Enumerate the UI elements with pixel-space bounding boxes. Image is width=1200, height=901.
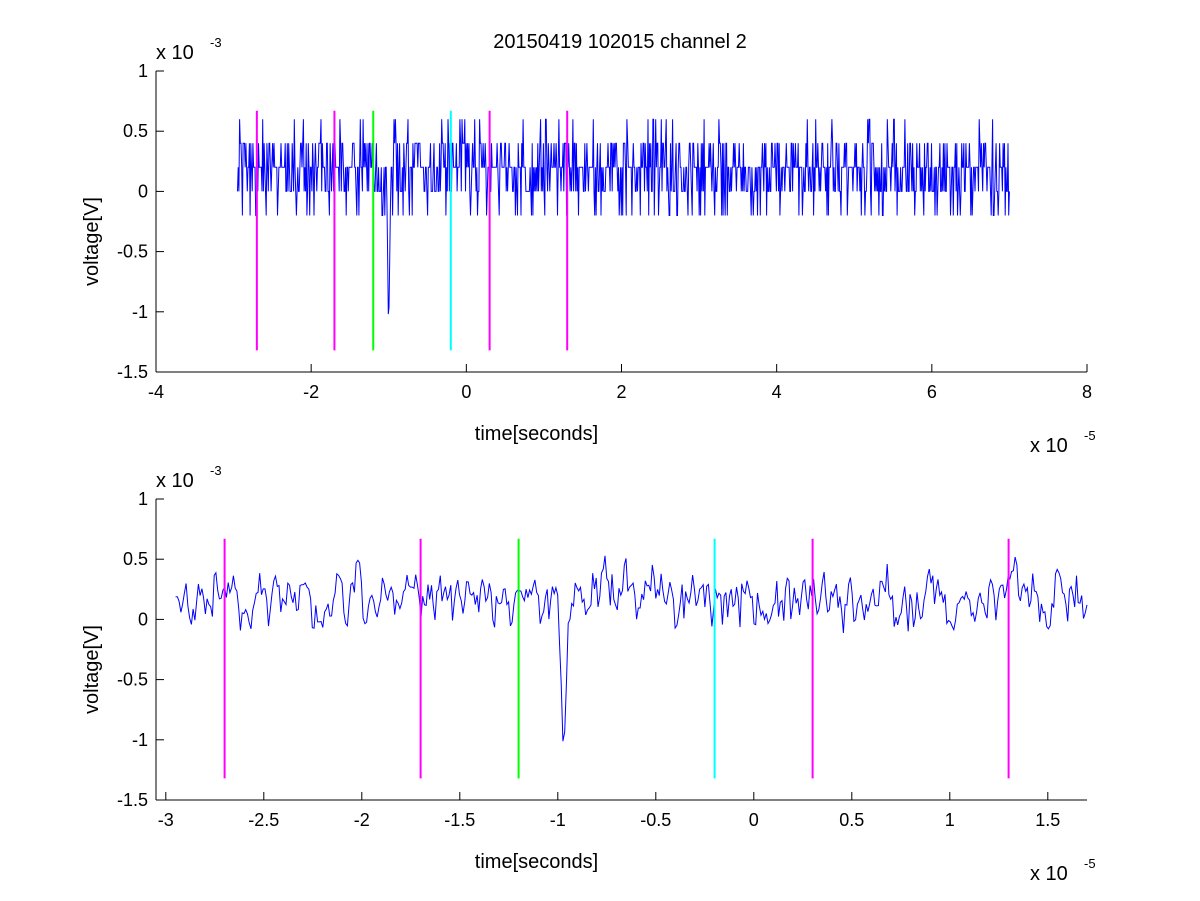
x-tick-label: -2 [303,382,319,402]
x-tick-label: 2 [616,382,626,402]
x-axis-label: time[seconds] [475,851,598,873]
x-tick-label: -2 [354,810,370,830]
x-tick-label: -2.5 [248,810,279,830]
y-exponent-label: x 10 [156,470,194,492]
x-axis-label: time[seconds] [475,423,598,445]
y-axis-label: voltage[V] [81,197,103,286]
bottom-plot: -1.5 -1 -0.5 0 0.5 1 -3 -2.5 -2 -1.5 -1 -0.5 0 0.5 1 1.… [81,463,1096,885]
y-tick-label: 0 [138,609,148,629]
x-tick-label: 4 [772,382,782,402]
y-exponent-power: -3 [210,35,222,50]
y-exponent-power: -3 [210,463,222,478]
x-exponent-label: x 10 [1030,863,1068,885]
signal-line [175,555,1088,742]
y-tick-label: -0.5 [117,670,148,690]
x-tick-label: 0.5 [839,810,864,830]
y-tick-label: -1 [132,730,148,750]
y-tick-label: 1 [138,489,148,509]
y-tick-label: 0.5 [123,549,148,569]
x-tick-label: -3 [158,810,174,830]
x-tick-label: 1 [945,810,955,830]
x-tick-label: 6 [927,382,937,402]
x-tick-label: -4 [148,382,164,402]
chart-title: 20150419 102015 channel 2 [493,31,747,53]
x-tick-label: 0 [749,810,759,830]
x-tick-label: -0.5 [640,810,671,830]
y-tick-label: 0 [138,181,148,201]
top-plot: -1.5 -1 -0.5 0 0.5 1 -4 -2 0 2 4 6 8 time[seconds] vol… [81,35,1096,457]
y-tick-label: 0.5 [123,121,148,141]
x-tick-label: -1 [550,810,566,830]
signal-line [237,118,1010,315]
y-tick-label: 1 [138,61,148,81]
y-tick-label: -0.5 [117,242,148,262]
x-tick-label: 1.5 [1035,810,1060,830]
x-tick-label: 8 [1082,382,1092,402]
x-tick-label: -1.5 [444,810,475,830]
x-tick-label: 0 [461,382,471,402]
y-exponent-label: x 10 [156,42,194,64]
y-tick-label: -1 [132,302,148,322]
y-tick-label: -1.5 [117,362,148,382]
y-axis-label: voltage[V] [81,625,103,714]
x-exponent-power: -5 [1084,428,1096,443]
x-exponent-power: -5 [1084,856,1096,871]
y-tick-label: -1.5 [117,790,148,810]
x-exponent-label: x 10 [1030,435,1068,457]
